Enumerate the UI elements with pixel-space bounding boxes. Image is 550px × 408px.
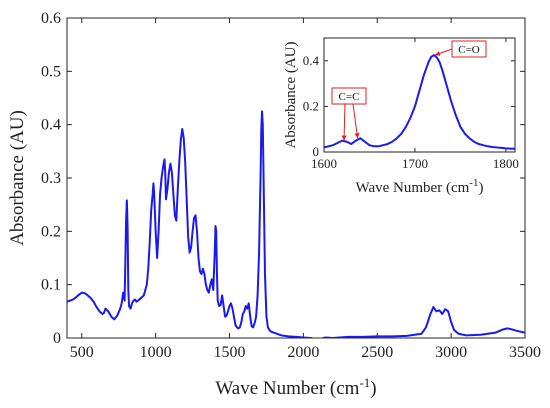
main-x-tick-label: 1000 (140, 344, 172, 361)
main-x-axis-title-close: ) (370, 378, 376, 399)
main-x-tick-label: 2000 (287, 344, 319, 361)
inset-y-axis-title: Absorbance (AU) (283, 41, 299, 148)
main-y-tick-label: 0.1 (41, 277, 61, 294)
annotation-label: C=C (339, 91, 360, 103)
annotation-arrowhead (434, 51, 441, 56)
inset-x-tick-label: 1700 (402, 156, 428, 171)
inset-x-axis-title-sup: -1 (469, 177, 478, 189)
main-x-axis-title-sup: -1 (359, 375, 370, 390)
main-y-axis-title: Absorbance (AU) (7, 110, 28, 246)
main-y-tick-label: 0 (53, 330, 61, 347)
main-series-line (67, 110, 525, 338)
main-x-tick-label: 1500 (214, 344, 246, 361)
inset-annotation: C=O (434, 40, 487, 58)
main-y-tick-label: 0.6 (41, 10, 61, 27)
inset-series-line (324, 54, 515, 150)
main-x-tick-label: 2500 (361, 344, 393, 361)
annotation-arrow (343, 103, 346, 141)
main-x-tick-label: 3000 (435, 344, 467, 361)
inset-x-axis-title-main: Wave Number (cm (356, 180, 470, 196)
main-x-axis-title-main: Wave Number (cm (215, 378, 359, 399)
annotation-label: C=O (458, 44, 480, 56)
annotation-arrowhead (354, 133, 360, 139)
main-x-tick-label: 3500 (509, 344, 541, 361)
main-y-tick-label: 0.2 (41, 223, 61, 240)
inset-y-tick-label: 0 (313, 144, 320, 159)
main-y-tick-label: 0.5 (41, 63, 61, 80)
annotation-arrow (352, 103, 359, 139)
inset-x-axis-title-close: ) (478, 180, 483, 196)
inset-x-axis-title: Wave Number (cm-1) (356, 177, 484, 196)
inset-y-tick-label: 0.2 (303, 98, 319, 113)
main-x-tick-label: 500 (70, 344, 94, 361)
inset-y-tick-label: 0.4 (303, 53, 320, 68)
annotation-box (331, 87, 367, 105)
inset-x-tick-label: 1800 (493, 156, 519, 171)
main-y-tick-label: 0.3 (41, 170, 61, 187)
annotation-arrowhead (341, 135, 347, 141)
main-x-axis-title: Wave Number (cm-1) (215, 375, 376, 399)
main-y-tick-label: 0.4 (41, 117, 61, 134)
inset-panel: 1600 1700 1800 0 0.2 0.4 Wave Number (cm-1) Abs… (283, 37, 519, 196)
annotation-box (451, 40, 487, 58)
inset-x-tick-label: 1600 (311, 156, 337, 171)
inset-annotation: C=C (331, 87, 367, 141)
